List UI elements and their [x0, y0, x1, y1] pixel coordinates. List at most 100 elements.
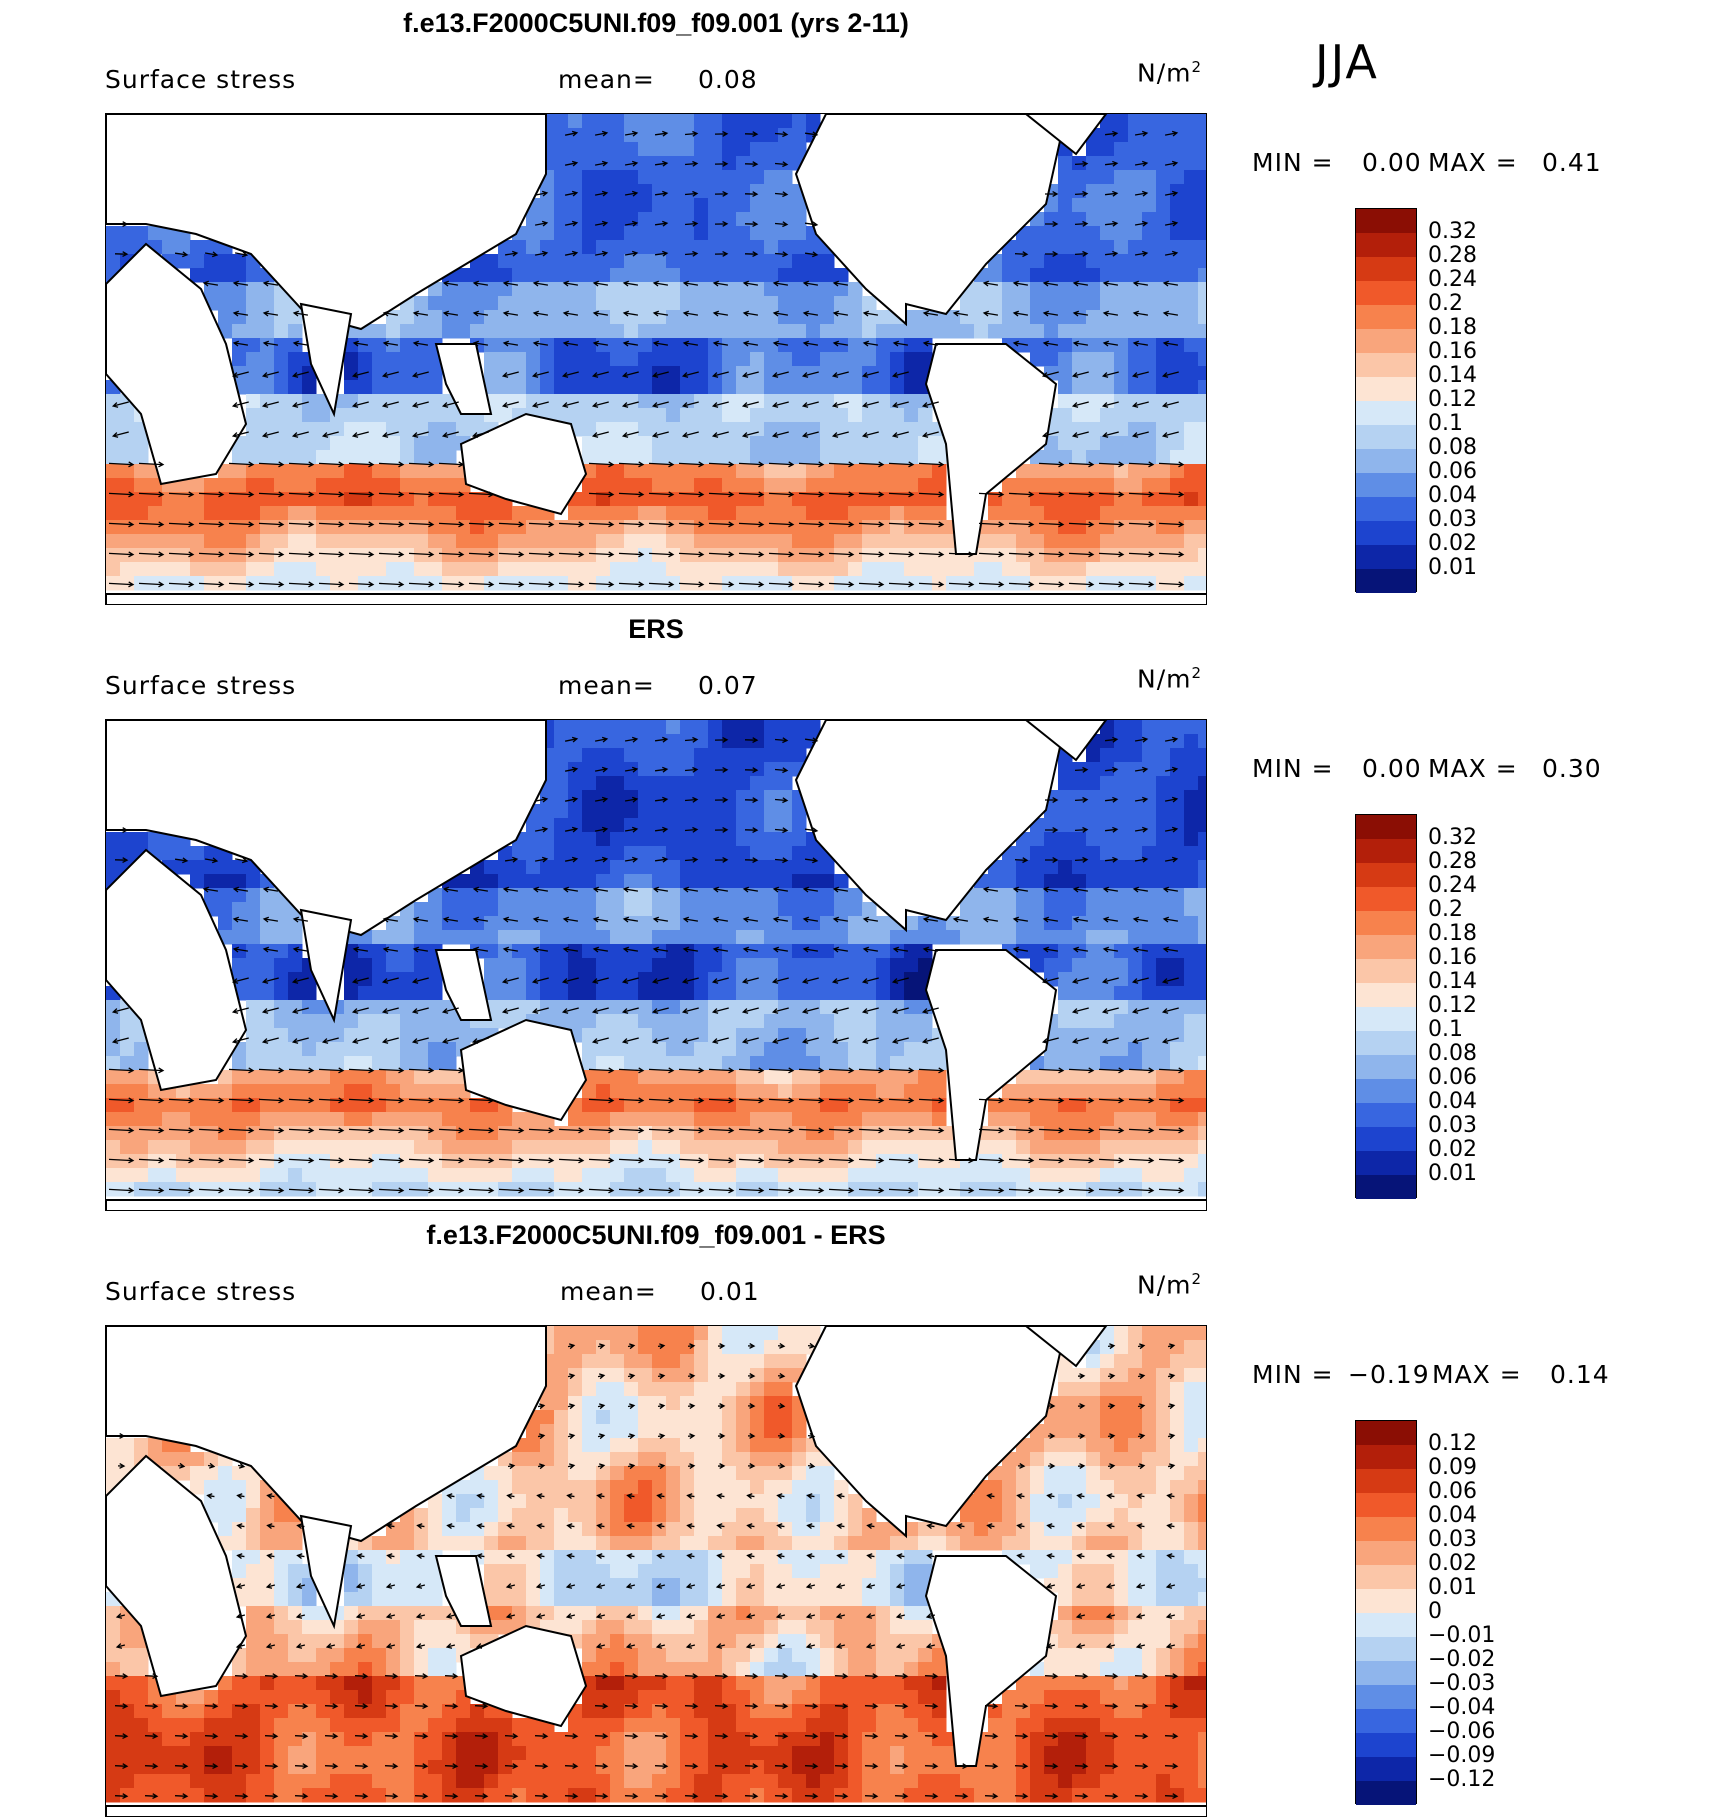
colorbar-label: 0.03 [1428, 1113, 1477, 1138]
variable-label: Surface stress [105, 65, 296, 94]
colorbar-label: −0.03 [1428, 1671, 1495, 1696]
max-label: MAX = [1428, 148, 1518, 177]
colorbar-label: 0.1 [1428, 411, 1463, 436]
map-panel-3 [105, 1325, 1207, 1817]
map-canvas [106, 114, 1207, 605]
max-value: 0.30 [1542, 754, 1602, 783]
max-label: MAX = [1432, 1360, 1522, 1389]
colorbar-swatch [1356, 257, 1416, 281]
colorbar-swatch [1356, 521, 1416, 545]
colorbar-1 [1355, 208, 1417, 592]
max-label: MAX = [1428, 754, 1518, 783]
colorbar-swatch [1356, 569, 1416, 593]
colorbar-label: 0.08 [1428, 435, 1477, 460]
colorbar-label: 0.18 [1428, 921, 1477, 946]
colorbar-label: −0.12 [1428, 1767, 1495, 1792]
colorbar-swatch [1356, 1469, 1416, 1493]
colorbar-label: 0.02 [1428, 531, 1477, 556]
colorbar-swatch [1356, 1589, 1416, 1613]
colorbar-3 [1355, 1420, 1417, 1804]
colorbar-2 [1355, 814, 1417, 1198]
colorbar-swatch [1356, 449, 1416, 473]
variable-label: Surface stress [105, 1277, 296, 1306]
colorbar-label: 0.12 [1428, 387, 1477, 412]
colorbar-label: 0.28 [1428, 243, 1477, 268]
colorbar-label: 0.32 [1428, 825, 1477, 850]
colorbar-swatch [1356, 935, 1416, 959]
colorbar-label: 0.14 [1428, 363, 1477, 388]
colorbar-label: 0.18 [1428, 315, 1477, 340]
colorbar-swatch [1356, 983, 1416, 1007]
colorbar-swatch [1356, 1661, 1416, 1685]
max-value: 0.41 [1542, 148, 1602, 177]
colorbar-label: 0.08 [1428, 1041, 1477, 1066]
colorbar-label: 0.28 [1428, 849, 1477, 874]
colorbar-swatch [1356, 1637, 1416, 1661]
colorbar-label: 0.2 [1428, 897, 1463, 922]
colorbar-label: 0.01 [1428, 1161, 1477, 1186]
colorbar-swatch [1356, 497, 1416, 521]
colorbar-swatch [1356, 911, 1416, 935]
colorbar-swatch [1356, 1613, 1416, 1637]
units-label: N/m2 [1137, 58, 1202, 87]
colorbar-label: 0.09 [1428, 1455, 1477, 1480]
colorbar-label: 0.16 [1428, 945, 1477, 970]
colorbar-swatch [1356, 401, 1416, 425]
colorbar-swatch [1356, 1103, 1416, 1127]
colorbar-swatch [1356, 425, 1416, 449]
colorbar-swatch [1356, 1757, 1416, 1781]
colorbar-swatch [1356, 1733, 1416, 1757]
panel-title: f.e13.F2000C5UNI.f09_f09.001 (yrs 2-11) [105, 8, 1207, 39]
colorbar-swatch [1356, 353, 1416, 377]
colorbar-label: 0.04 [1428, 1089, 1477, 1114]
mean-label: mean= [558, 671, 655, 700]
colorbar-label: 0.16 [1428, 339, 1477, 364]
colorbar-swatch [1356, 1007, 1416, 1031]
variable-label: Surface stress [105, 671, 296, 700]
colorbar-swatch [1356, 863, 1416, 887]
colorbar-label: −0.02 [1428, 1647, 1495, 1672]
map-panel-1 [105, 113, 1207, 605]
colorbar-swatch [1356, 815, 1416, 839]
colorbar-label: −0.04 [1428, 1695, 1495, 1720]
colorbar-label: 0.12 [1428, 993, 1477, 1018]
colorbar-swatch [1356, 1151, 1416, 1175]
colorbar-label: −0.06 [1428, 1719, 1495, 1744]
colorbar-label: 0.01 [1428, 1575, 1477, 1600]
colorbar-swatch [1356, 1127, 1416, 1151]
colorbar-swatch [1356, 377, 1416, 401]
panel-title: ERS [105, 614, 1207, 645]
colorbar-swatch [1356, 233, 1416, 257]
units-label: N/m2 [1137, 1270, 1202, 1299]
colorbar-label: −0.01 [1428, 1623, 1495, 1648]
units-label: N/m2 [1137, 664, 1202, 693]
colorbar-label: 0.03 [1428, 507, 1477, 532]
colorbar-swatch [1356, 839, 1416, 863]
colorbar-swatch [1356, 959, 1416, 983]
colorbar-label: 0.32 [1428, 219, 1477, 244]
colorbar-label: 0 [1428, 1599, 1442, 1624]
colorbar-swatch [1356, 1565, 1416, 1589]
min-value: 0.00 [1362, 754, 1422, 783]
colorbar-swatch [1356, 1421, 1416, 1445]
colorbar-swatch [1356, 209, 1416, 233]
colorbar-swatch [1356, 1685, 1416, 1709]
colorbar-label: 0.06 [1428, 1065, 1477, 1090]
colorbar-swatch [1356, 1541, 1416, 1565]
map-canvas [106, 1326, 1207, 1817]
min-label: MIN = [1252, 148, 1334, 177]
max-value: 0.14 [1550, 1360, 1610, 1389]
colorbar-label: 0.14 [1428, 969, 1477, 994]
min-value: 0.00 [1362, 148, 1422, 177]
map-panel-2 [105, 719, 1207, 1211]
colorbar-label: 0.02 [1428, 1137, 1477, 1162]
mean-value: 0.07 [698, 671, 758, 700]
colorbar-swatch [1356, 305, 1416, 329]
map-canvas [106, 720, 1207, 1211]
min-value: −0.19 [1348, 1360, 1430, 1389]
colorbar-label: 0.24 [1428, 267, 1477, 292]
colorbar-swatch [1356, 1445, 1416, 1469]
colorbar-swatch [1356, 1781, 1416, 1805]
colorbar-swatch [1356, 1175, 1416, 1199]
colorbar-swatch [1356, 1079, 1416, 1103]
